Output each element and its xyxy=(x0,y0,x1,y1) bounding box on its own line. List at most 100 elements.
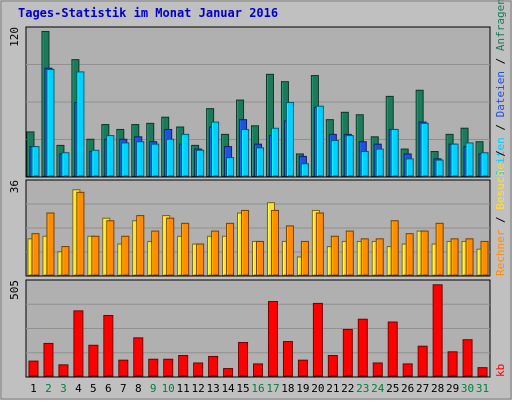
bar-rechner-day-3 xyxy=(61,246,70,276)
bar-rechner-day-11 xyxy=(181,222,190,276)
x-label-day-4: 4 xyxy=(75,382,82,395)
bar-kb-day-3 xyxy=(58,364,69,377)
bar-kb-day-19 xyxy=(297,359,308,377)
bar-kb-day-2 xyxy=(43,342,54,377)
panel-visits-sites xyxy=(25,179,491,277)
bar-seiten-day-11 xyxy=(181,133,190,177)
bar-seiten-day-21 xyxy=(330,139,339,177)
bar-rechner-day-14 xyxy=(226,222,235,276)
x-label-day-9: 9 xyxy=(150,382,157,395)
bar-kb-day-9 xyxy=(148,358,159,377)
bar-rechner-day-29 xyxy=(450,238,459,276)
x-label-day-7: 7 xyxy=(120,382,127,395)
bar-seiten-day-7 xyxy=(121,142,130,177)
x-label-day-23: 23 xyxy=(356,382,369,395)
bar-rechner-day-19 xyxy=(300,240,309,276)
bar-kb-day-4 xyxy=(73,310,84,377)
bar-rechner-day-21 xyxy=(330,235,339,276)
bar-rechner-day-25 xyxy=(390,220,399,276)
x-label-day-21: 21 xyxy=(326,382,339,395)
bar-kb-day-5 xyxy=(88,344,99,377)
bar-rechner-day-31 xyxy=(480,240,489,276)
bar-seiten-day-26 xyxy=(405,158,414,177)
bar-rechner-day-17 xyxy=(270,209,279,276)
chart-title: Tages-Statistik im Monat Januar 2016 xyxy=(18,6,278,20)
bar-kb-day-20 xyxy=(312,302,323,377)
bar-rechner-day-30 xyxy=(465,238,474,276)
bar-kb-day-17 xyxy=(267,301,278,377)
bar-seiten-day-9 xyxy=(151,143,160,177)
legend-kb: kb xyxy=(494,364,507,377)
bar-kb-day-8 xyxy=(133,337,144,377)
bar-rechner-day-9 xyxy=(151,230,160,276)
bar-seiten-day-24 xyxy=(375,148,384,177)
x-label-day-6: 6 xyxy=(105,382,112,395)
legend-seiten: Seiten xyxy=(494,137,507,177)
bar-rechner-day-4 xyxy=(76,191,85,276)
bar-seiten-day-29 xyxy=(450,143,459,177)
bar-seiten-day-2 xyxy=(46,68,55,177)
bar-seiten-day-16 xyxy=(256,147,265,177)
bar-seiten-day-19 xyxy=(300,163,309,177)
legend-rechner: Rechner xyxy=(494,229,507,276)
y-max-label-requests: 120 xyxy=(8,27,21,47)
legend-separator: / xyxy=(494,51,507,71)
bar-seiten-day-31 xyxy=(480,152,489,177)
bar-kb-day-18 xyxy=(282,341,293,377)
bar-kb-day-24 xyxy=(372,362,383,377)
x-label-day-8: 8 xyxy=(135,382,142,395)
bar-seiten-day-20 xyxy=(315,105,324,177)
x-label-day-22: 22 xyxy=(341,382,354,395)
bar-rechner-day-2 xyxy=(46,212,55,276)
bar-seiten-day-30 xyxy=(465,142,474,177)
x-label-day-30: 30 xyxy=(461,382,474,395)
bar-rechner-day-18 xyxy=(285,225,294,276)
x-label-day-26: 26 xyxy=(401,382,414,395)
x-label-day-29: 29 xyxy=(446,382,459,395)
bar-kb-day-14 xyxy=(223,368,234,377)
bar-seiten-day-28 xyxy=(435,159,444,177)
bar-seiten-day-18 xyxy=(285,102,294,177)
bar-seiten-day-8 xyxy=(136,141,145,177)
x-label-day-24: 24 xyxy=(371,382,385,395)
legend-separator: / xyxy=(494,117,507,137)
bar-kb-day-12 xyxy=(193,362,204,377)
x-label-day-27: 27 xyxy=(416,382,429,395)
x-label-day-1: 1 xyxy=(30,382,37,395)
x-label-day-11: 11 xyxy=(177,382,190,395)
bar-kb-day-15 xyxy=(238,341,249,377)
x-label-day-31: 31 xyxy=(476,382,489,395)
panel-kb xyxy=(25,279,491,378)
x-label-day-15: 15 xyxy=(236,382,249,395)
bar-kb-day-1 xyxy=(28,360,39,377)
bar-rechner-day-23 xyxy=(360,238,369,276)
x-label-day-2: 2 xyxy=(45,382,52,395)
bar-rechner-day-27 xyxy=(420,230,429,276)
bar-rechner-day-12 xyxy=(196,243,205,276)
bar-kb-day-30 xyxy=(462,339,473,377)
bar-rechner-day-13 xyxy=(211,230,220,276)
x-label-day-20: 20 xyxy=(311,382,324,395)
bar-rechner-day-20 xyxy=(315,212,324,276)
bar-rechner-day-28 xyxy=(435,222,444,276)
x-label-day-13: 13 xyxy=(206,382,219,395)
bar-kb-day-23 xyxy=(357,318,368,377)
bar-seiten-day-15 xyxy=(241,128,250,177)
x-label-day-3: 3 xyxy=(60,382,67,395)
x-label-day-28: 28 xyxy=(431,382,444,395)
bar-rechner-day-24 xyxy=(375,238,384,276)
x-label-day-16: 16 xyxy=(251,382,264,395)
bar-kb-day-25 xyxy=(387,321,398,377)
bar-seiten-day-6 xyxy=(106,135,115,177)
bar-rechner-day-6 xyxy=(106,220,115,276)
legend-besuche: Besuche xyxy=(494,163,507,209)
bar-seiten-day-12 xyxy=(196,149,205,177)
x-label-day-19: 19 xyxy=(296,382,309,395)
bar-kb-day-11 xyxy=(178,355,189,377)
bar-rechner-day-15 xyxy=(241,209,250,276)
bar-rechner-day-10 xyxy=(166,217,175,276)
bar-kb-day-10 xyxy=(163,358,174,377)
bar-rechner-day-26 xyxy=(405,233,414,276)
